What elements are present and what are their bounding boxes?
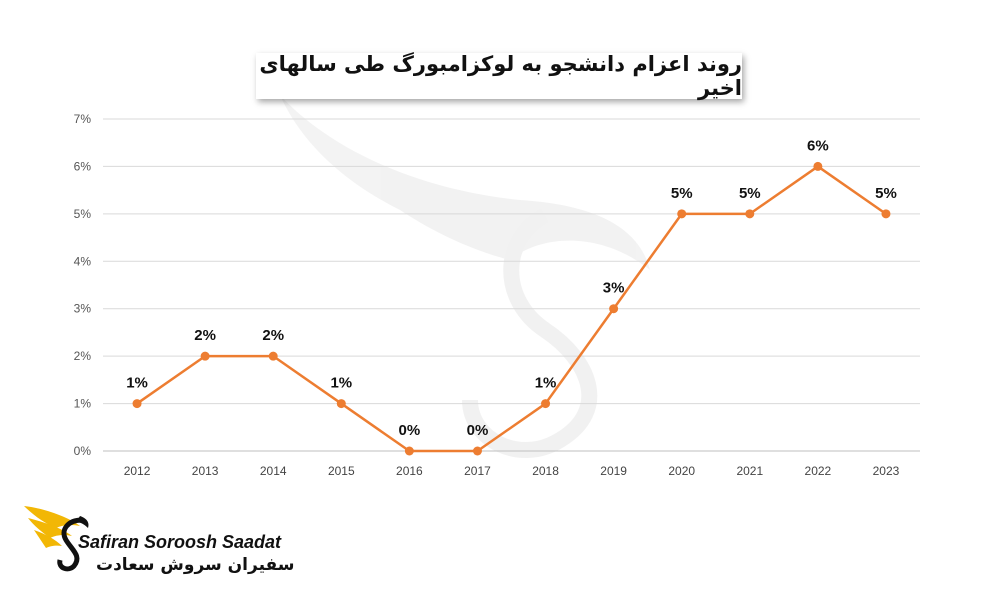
data-label: 5% — [875, 185, 897, 202]
wing-watermark — [280, 95, 650, 458]
data-point — [200, 351, 210, 361]
data-labels: 1% 2% 2% 1% 0% 0% 1% 3% 5% 5% 6% 5% — [126, 137, 897, 439]
data-point — [541, 399, 551, 409]
brand-name-fa: سفیران سروش سعادت — [96, 555, 295, 575]
data-label: 5% — [671, 185, 693, 202]
x-tick-label: 2015 — [328, 464, 355, 478]
data-label: 1% — [330, 375, 352, 392]
x-tick-label: 2013 — [192, 464, 219, 478]
x-tick-label: 2018 — [532, 464, 559, 478]
series-points — [132, 161, 891, 456]
data-point — [336, 399, 346, 409]
y-tick-label: 7% — [74, 112, 92, 126]
data-label: 1% — [126, 375, 148, 392]
y-tick-label: 0% — [74, 444, 92, 458]
data-label: 0% — [467, 422, 489, 439]
data-point — [745, 209, 755, 219]
x-tick-label: 2020 — [668, 464, 695, 478]
data-label: 3% — [603, 280, 625, 297]
y-tick-label: 3% — [74, 302, 92, 316]
y-tick-label: 2% — [74, 349, 92, 363]
y-tick-label: 5% — [74, 207, 92, 221]
x-tick-label: 2014 — [260, 464, 287, 478]
data-point — [677, 209, 687, 219]
data-label: 5% — [739, 185, 761, 202]
data-point — [404, 446, 414, 456]
x-tick-label: 2021 — [736, 464, 763, 478]
chart-title: روند اعزام دانشجو به لوکزامبورگ طی سالها… — [256, 52, 742, 100]
x-tick-label: 2019 — [600, 464, 627, 478]
x-tick-label: 2017 — [464, 464, 491, 478]
gridlines — [103, 118, 920, 452]
series-line — [136, 165, 887, 453]
data-point — [132, 399, 142, 409]
brand-logo — [22, 498, 292, 578]
data-point — [609, 304, 619, 314]
data-label: 0% — [399, 422, 421, 439]
data-point — [881, 209, 891, 219]
y-axis-ticks: 0% 1% 2% 3% 4% 5% 6% 7% — [74, 112, 92, 458]
data-point — [813, 161, 823, 171]
y-tick-label: 4% — [74, 254, 92, 268]
x-axis-ticks: 2012 2013 2014 2015 2016 2017 2018 2019 2020 2021… — [124, 464, 900, 478]
wing-logo-icon — [24, 506, 89, 572]
y-tick-label: 6% — [74, 159, 92, 173]
brand-name-en: Safiran Soroosh Saadat — [78, 532, 282, 552]
x-tick-label: 2023 — [873, 464, 900, 478]
x-tick-label: 2012 — [124, 464, 151, 478]
data-label: 2% — [194, 327, 216, 344]
data-point — [268, 351, 278, 361]
x-tick-label: 2022 — [805, 464, 832, 478]
data-label: 6% — [807, 137, 829, 154]
x-tick-label: 2016 — [396, 464, 423, 478]
data-point — [472, 446, 482, 456]
data-label: 1% — [535, 375, 557, 392]
y-tick-label: 1% — [74, 397, 92, 411]
series-polyline — [136, 165, 887, 453]
data-label: 2% — [262, 327, 284, 344]
